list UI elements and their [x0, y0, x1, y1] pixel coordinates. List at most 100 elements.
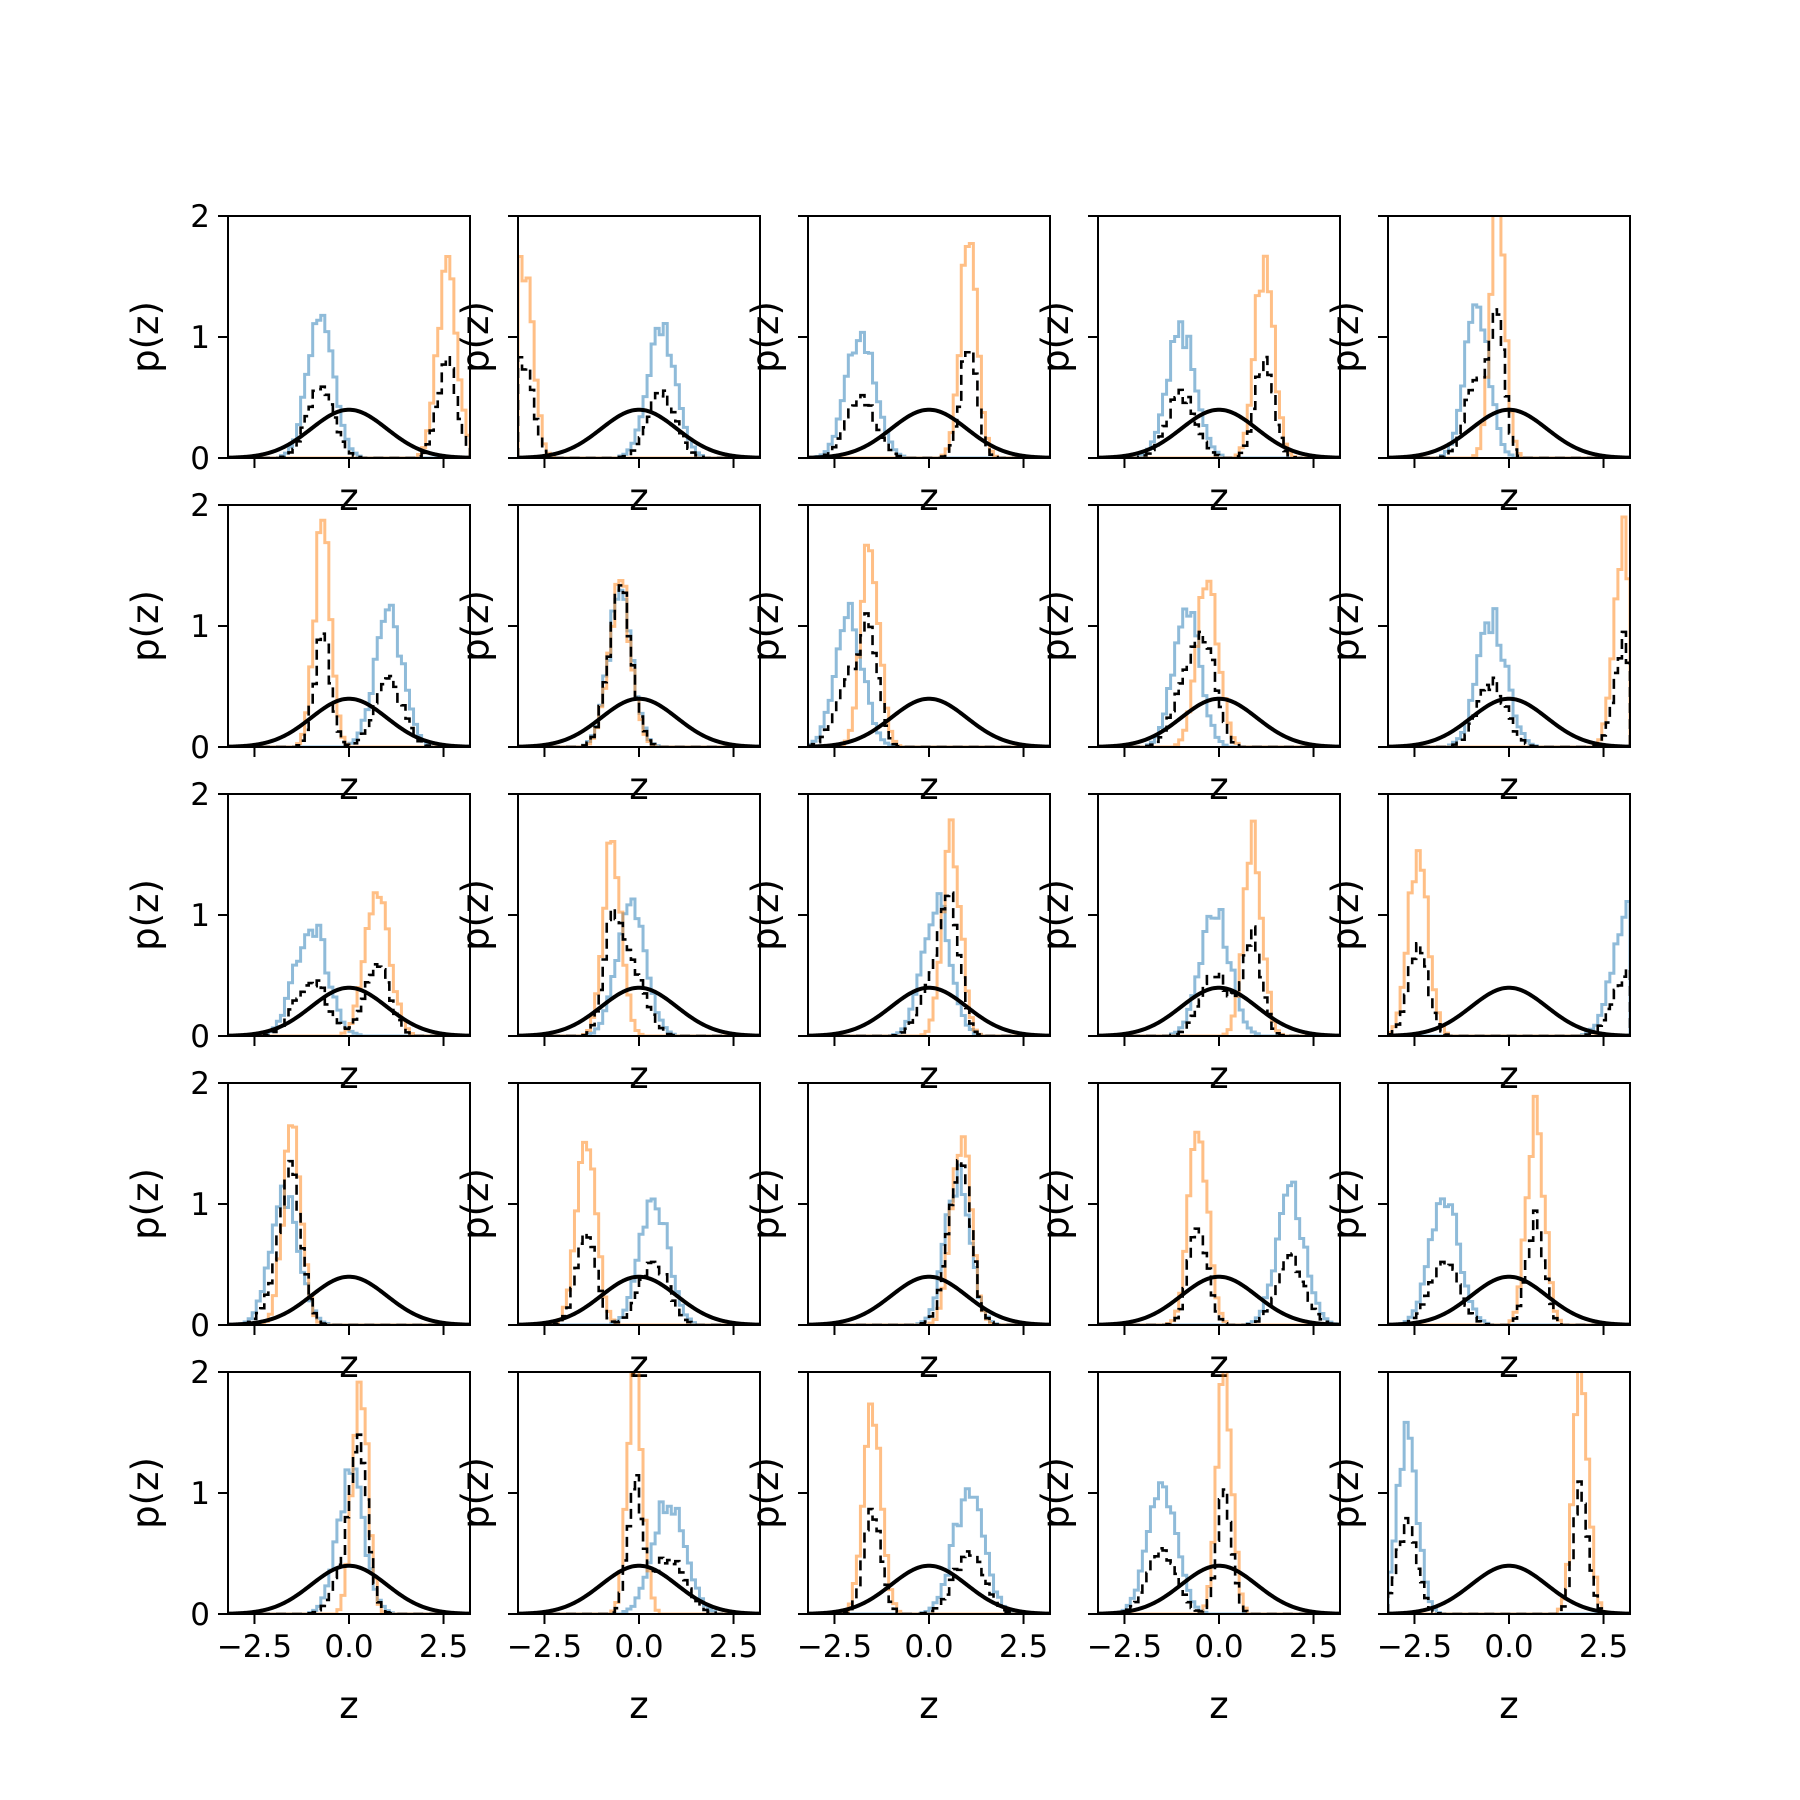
panel-1-5: z p(z) [1324, 215, 1631, 519]
x-axis-label: z [919, 476, 938, 519]
orange-component-histogram [808, 818, 1050, 1036]
x-axis-label: z [1209, 1054, 1228, 1097]
panel-5-2: −2.5 0.0 2.5 z p(z) [454, 1371, 761, 1727]
mixture-histogram [1388, 1209, 1630, 1325]
blue-component-histogram [1388, 1197, 1630, 1325]
blue-component-histogram [518, 321, 760, 458]
x-axis-label: z [629, 1343, 648, 1386]
x-axis-label: z [339, 765, 358, 808]
panel-plot-area [808, 543, 1050, 747]
orange-component-histogram [1388, 515, 1630, 747]
panel-plot-area [518, 579, 760, 747]
x-tick-label: −2.5 [797, 1629, 872, 1665]
orange-component-histogram [808, 1402, 1050, 1614]
y-axis-label: p(z) [1324, 590, 1367, 662]
panel-2-5: z p(z) [1324, 504, 1631, 808]
x-tick-label: 2.5 [999, 1629, 1048, 1665]
panel-plot-area [1098, 1372, 1340, 1614]
x-axis-label: z [1499, 1054, 1518, 1097]
prior-curve [518, 1563, 760, 1614]
y-axis-label: p(z) [454, 301, 497, 373]
panel-plot-area [1388, 849, 1630, 1036]
mixture-histogram [808, 891, 1050, 1036]
y-axis-label: p(z) [1034, 879, 1077, 951]
x-axis-label: z [1209, 765, 1228, 808]
panel-3-1: 0 1 2 z p(z) [124, 777, 471, 1097]
panel-plot-area [1388, 1372, 1630, 1614]
panel-4-1: 0 1 2 z p(z) [124, 1066, 471, 1386]
blue-component-histogram [808, 892, 1050, 1036]
panel-5-5: −2.5 0.0 2.5 z p(z) [1324, 1371, 1631, 1727]
mixture-histogram [1388, 1480, 1630, 1614]
orange-component-histogram [228, 1380, 470, 1614]
panel-plot-area [228, 1124, 470, 1325]
x-tick-label: −2.5 [1377, 1629, 1452, 1665]
x-tick-label: 0.0 [324, 1629, 373, 1665]
orange-component-histogram [228, 891, 470, 1036]
y-axis-label: p(z) [1324, 1168, 1367, 1240]
blue-component-histogram [808, 330, 1050, 458]
x-tick-label: 2.5 [1579, 1629, 1628, 1665]
x-axis-label: z [339, 1684, 358, 1727]
prior-curve [808, 696, 1050, 747]
blue-component-histogram [808, 601, 1050, 747]
panel-4-4: zp(z) [1034, 1082, 1341, 1386]
x-axis-label: z [629, 1684, 648, 1727]
mixture-histogram [1388, 942, 1630, 1036]
panel-plot-area [808, 1402, 1050, 1614]
mixture-histogram [1388, 630, 1630, 747]
prior-curve [1388, 1274, 1630, 1325]
x-axis-label: z [1499, 1684, 1518, 1727]
panel-3-3: z p(z) [744, 793, 1051, 1097]
prior-curve [808, 407, 1050, 458]
y-tick-label: 1 [190, 1476, 210, 1512]
panel-plot-area [1098, 579, 1340, 747]
y-axis-label: p(z) [124, 1168, 167, 1240]
prior-curve [518, 1274, 760, 1325]
prior-curve [228, 1563, 470, 1614]
mixture-histogram [518, 1232, 760, 1325]
y-tick-label: 1 [190, 609, 210, 645]
y-axis-label: p(z) [1034, 1457, 1077, 1529]
panel-2-4: z p(z) [1034, 504, 1341, 808]
prior-curve [1388, 407, 1630, 458]
panel-5-4: −2.5 0.0 2.5 z p(z) [1034, 1371, 1341, 1727]
panel-3-4: z p(z) [1034, 793, 1341, 1097]
mixture-histogram [808, 349, 1050, 458]
y-axis-label: p(z) [124, 590, 167, 662]
prior-curve [228, 407, 470, 458]
x-axis-label: z [919, 1054, 938, 1097]
panel-1-2: z p(z) [454, 215, 761, 519]
blue-component-histogram [1388, 607, 1630, 747]
prior-curve [1098, 696, 1340, 747]
prior-curve [1388, 1563, 1630, 1614]
panel-plot-area [518, 1372, 760, 1614]
x-tick-label: 2.5 [709, 1629, 758, 1665]
panel-plot-area [228, 891, 470, 1036]
panel-5-1: −2.5 0.0 2.5 0 1 2 z p(z) [124, 1355, 471, 1727]
x-axis-label: z [629, 476, 648, 519]
orange-component-histogram [808, 543, 1050, 747]
y-axis-label: p(z) [124, 879, 167, 951]
panel-plot-area [228, 255, 470, 458]
x-axis-label: z [629, 1054, 648, 1097]
panel-2-1: 0 1 2 z p(z) [124, 488, 471, 808]
prior-curve [1098, 1563, 1340, 1614]
panel-plot-area [518, 839, 760, 1036]
prior-curve [808, 1274, 1050, 1325]
y-tick-label: 0 [190, 1597, 210, 1633]
panel-1-1: 0 1 2 z p(z) [124, 199, 471, 519]
mixture-histogram [1098, 1488, 1340, 1614]
orange-component-histogram [808, 1135, 1050, 1325]
mixture-histogram [1098, 355, 1340, 458]
y-tick-label: 2 [190, 1066, 210, 1102]
y-axis-label: p(z) [124, 1457, 167, 1529]
blue-component-histogram [1098, 1481, 1340, 1614]
orange-component-histogram [228, 255, 470, 458]
x-axis-label: z [1499, 1343, 1518, 1386]
blue-component-histogram [518, 1197, 760, 1325]
panel-plot-area [808, 818, 1050, 1036]
orange-component-histogram [1388, 1372, 1630, 1614]
x-axis-label: z [1499, 765, 1518, 808]
panel-4-5: z p(z) [1324, 1082, 1631, 1386]
